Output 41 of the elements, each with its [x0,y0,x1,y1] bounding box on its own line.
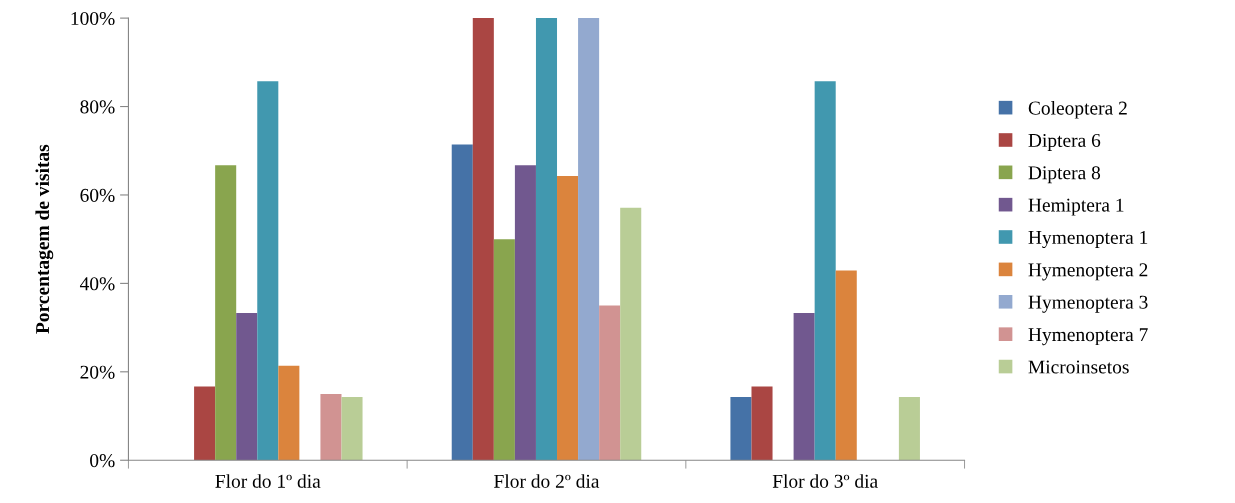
bar [599,305,621,461]
legend-label: Diptera 6 [1028,133,1101,151]
bar [451,144,473,461]
x-tick-label: Flor do 1º dia [215,474,321,488]
legend-label: Hymenoptera 2 [1028,263,1148,281]
bar [814,81,836,461]
legend-label: Hymenoptera 7 [1028,328,1148,346]
bar [557,175,579,461]
y-tick-label: 20% [80,365,115,379]
y-tick-label: 60% [80,188,115,202]
bar [236,313,258,461]
bar [257,81,279,461]
legend-label: Coleoptera 2 [1028,100,1127,119]
bar [835,270,857,461]
bar [793,313,815,461]
x-tick-label: Flor do 2º dia [494,474,600,488]
y-tick-label: 40% [79,277,115,291]
x-tick-label: Flor do 3º dia [772,474,878,488]
bar [194,386,216,461]
legend-label: Diptera 8 [1028,166,1101,184]
y-tick-label: 0% [90,454,115,468]
bar [472,18,494,461]
bar [730,397,752,461]
bar [578,18,600,461]
bar [215,165,237,461]
bar [278,365,300,461]
bar [751,386,773,461]
bar [535,18,558,461]
bar [620,207,642,461]
legend-label: Hymenoptera 1 [1028,230,1148,248]
y-tick-label: 100% [71,11,115,26]
bar [341,397,363,461]
y-tick-label: 80% [80,100,115,114]
legend-label: Microinsetos [1028,360,1129,374]
bar [320,393,342,461]
bar [514,165,536,461]
bar [493,239,515,461]
legend-label: Hemiptera 1 [1028,198,1124,216]
y-axis-title: Porcentagem de visitas [35,144,54,334]
legend-label: Hymenoptera 3 [1028,295,1148,313]
bar [898,397,920,461]
